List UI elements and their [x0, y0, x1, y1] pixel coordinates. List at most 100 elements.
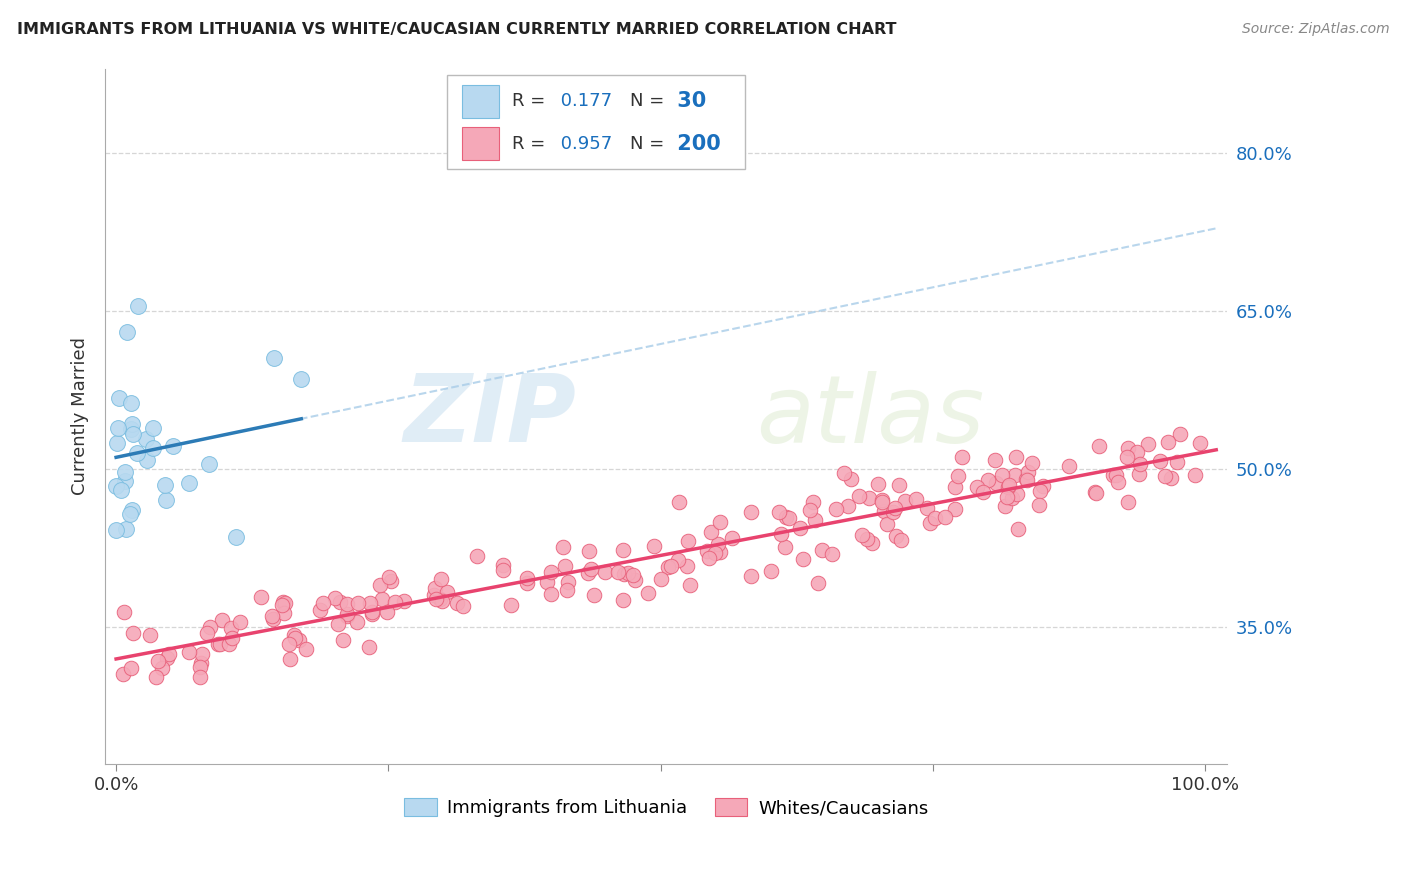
Text: N =: N =: [630, 135, 665, 153]
Point: [273, 596, 295, 610]
Point: [112, 605, 135, 619]
Point: [1005, 450, 1028, 464]
Point: [709, 516, 731, 530]
FancyBboxPatch shape: [463, 85, 499, 118]
Point: [1160, 471, 1182, 485]
Point: [277, 637, 299, 651]
Point: [190, 657, 212, 671]
Point: [195, 625, 218, 640]
Point: [839, 472, 862, 486]
Point: [775, 510, 797, 524]
Point: [392, 593, 415, 607]
Point: [153, 478, 176, 492]
Point: [225, 530, 247, 544]
Point: [211, 613, 233, 627]
Point: [467, 549, 489, 563]
Point: [540, 565, 562, 579]
Point: [336, 607, 359, 622]
Point: [915, 501, 938, 516]
Point: [312, 596, 335, 610]
Point: [595, 565, 617, 579]
Point: [1087, 439, 1109, 453]
Point: [219, 621, 242, 635]
Point: [150, 661, 173, 675]
Point: [188, 660, 211, 674]
Point: [811, 543, 834, 558]
Point: [361, 605, 384, 619]
Point: [583, 588, 606, 602]
Point: [125, 446, 148, 460]
Point: [262, 612, 284, 626]
Point: [347, 596, 370, 610]
Point: [423, 588, 446, 602]
Point: [1128, 467, 1150, 481]
FancyBboxPatch shape: [463, 127, 499, 161]
Point: [118, 507, 141, 521]
Point: [848, 489, 870, 503]
Point: [287, 633, 309, 648]
Point: [943, 480, 966, 494]
Point: [876, 517, 898, 532]
Point: [703, 546, 725, 560]
Point: [856, 532, 879, 546]
Point: [370, 591, 392, 606]
Point: [858, 491, 880, 505]
Point: [613, 566, 636, 581]
Point: [346, 615, 368, 630]
Point: [1001, 491, 1024, 505]
Point: [1154, 469, 1177, 483]
Point: [995, 491, 1018, 505]
Point: [807, 575, 830, 590]
Point: [323, 591, 346, 605]
Point: [997, 480, 1019, 494]
Point: [200, 620, 222, 634]
Point: [326, 616, 349, 631]
Point: [290, 372, 312, 386]
Point: [229, 615, 252, 629]
Point: [430, 573, 453, 587]
Point: [637, 586, 659, 600]
Point: [336, 609, 359, 624]
Point: [799, 503, 821, 517]
Point: [706, 537, 728, 551]
Point: [280, 651, 302, 665]
Point: [162, 439, 184, 453]
Point: [789, 521, 811, 535]
Point: [260, 608, 283, 623]
Point: [1084, 485, 1107, 500]
Point: [1107, 475, 1129, 489]
Point: [368, 578, 391, 592]
Point: [127, 299, 149, 313]
Point: [425, 581, 447, 595]
Point: [271, 595, 294, 609]
Point: [177, 476, 200, 491]
Point: [155, 493, 177, 508]
Point: [1029, 483, 1052, 498]
Point: [1004, 468, 1026, 483]
Point: [536, 574, 558, 589]
Point: [114, 475, 136, 489]
Point: [207, 637, 229, 651]
Point: [924, 510, 946, 524]
Point: [778, 511, 800, 525]
Point: [657, 559, 679, 574]
Point: [612, 593, 634, 607]
Point: [679, 578, 702, 592]
Point: [1021, 456, 1043, 470]
Point: [696, 544, 718, 558]
Point: [659, 559, 682, 574]
Point: [700, 524, 723, 539]
Point: [557, 575, 579, 590]
Point: [430, 593, 453, 607]
Point: [540, 587, 562, 601]
Point: [105, 479, 128, 493]
Point: [1116, 450, 1139, 465]
Point: [1168, 426, 1191, 441]
Point: [890, 533, 912, 547]
Point: [966, 480, 988, 494]
Point: [384, 595, 406, 609]
Point: [821, 547, 844, 561]
Point: [146, 654, 169, 668]
Point: [1028, 498, 1050, 512]
Point: [516, 571, 538, 585]
